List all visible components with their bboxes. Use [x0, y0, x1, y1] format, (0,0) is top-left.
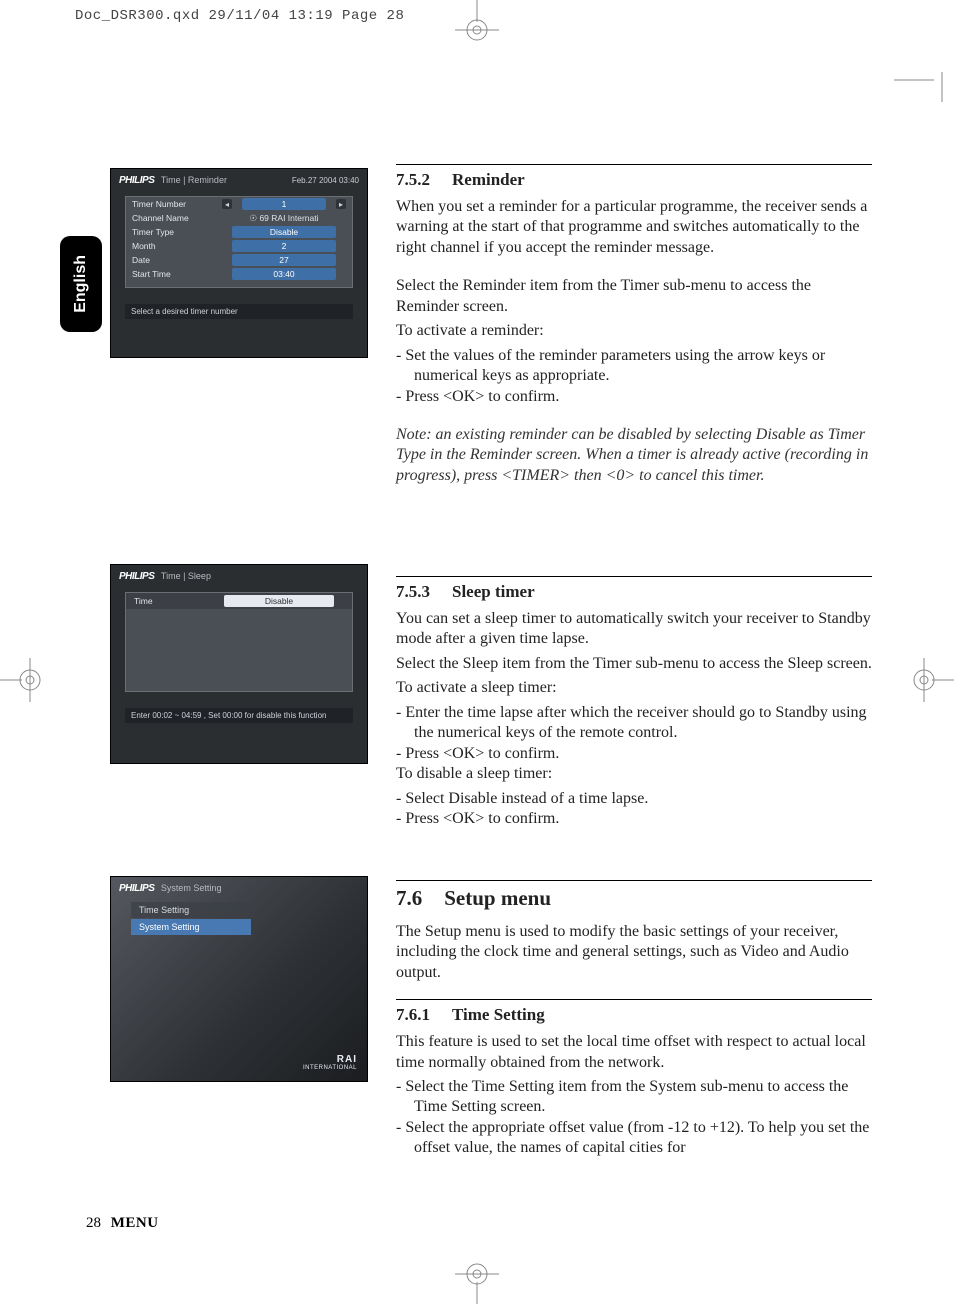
breadcrumb: System Setting	[161, 883, 222, 893]
field-row: Timer Type Disable	[126, 225, 352, 239]
arrow-right-icon: ▸	[336, 199, 346, 209]
field-row: Channel Name ☉ 69 RAI Internati	[126, 211, 352, 225]
philips-logo: PHILIPS	[119, 175, 154, 186]
field-row: Timer Number◂ 1 ▸	[126, 197, 352, 211]
list-item: Press <OK> to confirm.	[396, 744, 872, 764]
field-label: Timer Number	[132, 199, 222, 209]
menu-item: System Setting	[131, 919, 251, 935]
channel-watermark: RAIINTERNATIONAL	[303, 1054, 357, 1071]
para: This feature is used to set the local ti…	[396, 1032, 872, 1073]
field-label: Start Time	[132, 269, 222, 279]
philips-logo: PHILIPS	[119, 571, 154, 582]
crop-mark-bottom	[447, 1244, 507, 1304]
screenshot-system-setting: PHILIPS System Setting Time SettingSyste…	[110, 876, 368, 1082]
section-7-5-2: 7.5.2Reminder When you set a reminder fo…	[396, 164, 872, 490]
list-item: Set the values of the reminder parameter…	[396, 346, 872, 387]
philips-logo: PHILIPS	[119, 883, 154, 894]
para: The Setup menu is used to modify the bas…	[396, 922, 872, 983]
note: Note: an existing reminder can be disabl…	[396, 425, 872, 486]
para: Select the Reminder item from the Timer …	[396, 276, 872, 317]
language-tab: English	[60, 236, 102, 332]
list-item: Select the Time Setting item from the Sy…	[396, 1077, 872, 1118]
arrow-left-icon: ◂	[222, 199, 232, 209]
field-row: Start Time 03:40	[126, 267, 352, 281]
breadcrumb: Time | Reminder	[161, 175, 227, 185]
crop-mark-top	[447, 0, 507, 60]
field-label: Channel Name	[132, 213, 222, 223]
field-value: ☉ 69 RAI Internati	[232, 212, 336, 224]
page-footer: 28 MENU	[86, 1215, 159, 1232]
para: When you set a reminder for a particular…	[396, 197, 872, 258]
field-value: Disable	[232, 226, 336, 238]
field-value: Disable	[224, 595, 334, 607]
list-item: Press <OK> to confirm.	[396, 809, 872, 829]
hint-bar: Select a desired timer number	[125, 304, 353, 319]
field-value: 1	[242, 198, 326, 210]
para: Select the Sleep item from the Timer sub…	[396, 654, 872, 674]
field-row: Date 27	[126, 253, 352, 267]
field-label: Timer Type	[132, 227, 222, 237]
para: To activate a sleep timer:	[396, 678, 872, 698]
field-label: Date	[132, 255, 222, 265]
field-value: 03:40	[232, 268, 336, 280]
header-datetime: Feb.27 2004 03:40	[292, 176, 359, 185]
field-label: Month	[132, 241, 222, 251]
menu-item: Time Setting	[131, 902, 251, 918]
screenshot-sleep: PHILIPS Time | Sleep Time Disable Enter …	[110, 564, 368, 764]
list-item: Press <OK> to confirm.	[396, 387, 872, 407]
crop-mark-right	[894, 650, 954, 710]
section-7-5-3: 7.5.3Sleep timer You can set a sleep tim…	[396, 576, 872, 829]
field-value: 2	[232, 240, 336, 252]
crop-mark-top-right	[894, 72, 954, 102]
para: To disable a sleep timer:	[396, 764, 872, 784]
print-slug: Doc_DSR300.qxd 29/11/04 13:19 Page 28	[75, 8, 404, 24]
hint-bar: Enter 00:02 ~ 04:59 , Set 00:00 for disa…	[125, 708, 353, 723]
footer-label: MENU	[111, 1215, 159, 1231]
section-7-6: 7.6Setup menu The Setup menu is used to …	[396, 880, 872, 1159]
list-item: Select Disable instead of a time lapse.	[396, 789, 872, 809]
screenshot-reminder: PHILIPS Time | Reminder Feb.27 2004 03:4…	[110, 168, 368, 358]
crop-mark-left	[0, 650, 60, 710]
breadcrumb: Time | Sleep	[161, 571, 211, 581]
para: You can set a sleep timer to automatical…	[396, 609, 872, 650]
field-value: 27	[232, 254, 336, 266]
field-row: Month 2	[126, 239, 352, 253]
list-item: Select the appropriate offset value (fro…	[396, 1118, 872, 1159]
page-number: 28	[86, 1215, 101, 1231]
field-label: Time	[134, 596, 214, 606]
para: To activate a reminder:	[396, 321, 872, 341]
list-item: Enter the time lapse after which the rec…	[396, 703, 872, 744]
language-tab-label: English	[72, 255, 90, 313]
